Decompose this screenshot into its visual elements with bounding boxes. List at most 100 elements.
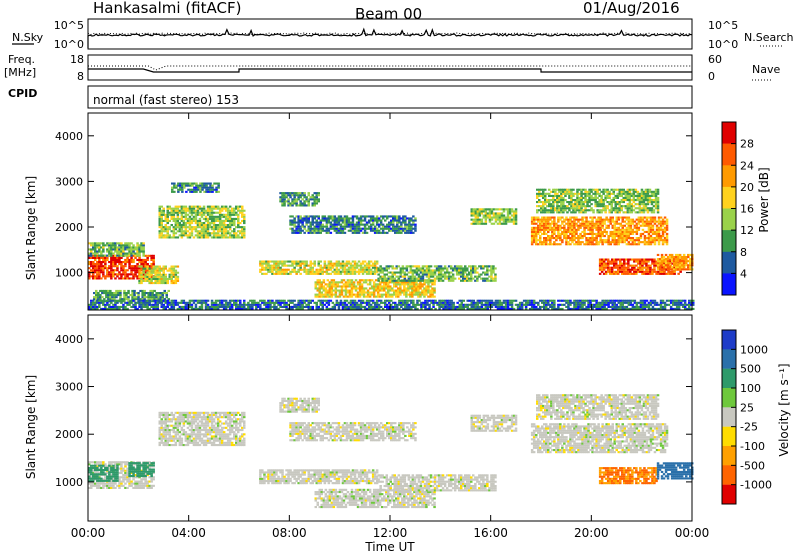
heatmap-cell: [625, 226, 629, 229]
heatmap-cell: [128, 301, 131, 304]
heatmap-cell: [623, 224, 626, 227]
heatmap-cell: [130, 277, 133, 280]
heatmap-cell: [110, 305, 113, 308]
heatmap-cell: [653, 243, 657, 246]
heatmap-cell: [431, 271, 435, 274]
heatmap-cell: [374, 283, 378, 286]
heatmap-cell: [210, 232, 214, 235]
heatmap-cell: [209, 182, 212, 185]
heatmap-cell: [311, 272, 314, 275]
heatmap-cell: [113, 296, 116, 299]
heatmap-cell: [643, 216, 647, 219]
heatmap-cell: [383, 275, 386, 278]
heatmap-cell: [413, 283, 416, 286]
heatmap-cell: [545, 232, 548, 235]
heatmap-cell: [316, 281, 319, 284]
heatmap-cell: [407, 271, 411, 274]
heatmap-cell: [163, 292, 166, 295]
heatmap-cell: [490, 271, 493, 274]
heatmap-cell: [226, 236, 230, 239]
heatmap-cell: [391, 273, 394, 276]
heatmap-cell: [661, 224, 665, 227]
heatmap-cell: [508, 216, 512, 219]
heatmap-cell: [361, 262, 365, 265]
heatmap-cell: [350, 285, 354, 288]
heatmap-cell: [301, 260, 304, 263]
heatmap-cell: [132, 267, 135, 270]
heatmap-cell: [309, 225, 312, 228]
heatmap-cell: [644, 194, 648, 197]
heatmap-cell: [379, 219, 383, 222]
heatmap-cell: [213, 188, 216, 191]
heatmap-cell: [241, 213, 244, 216]
heatmap-cell: [218, 228, 222, 231]
heatmap-cell: [411, 277, 415, 280]
heatmap-cell: [353, 215, 357, 218]
heatmap-cell: [490, 208, 494, 211]
cpid-label: CPID: [8, 87, 37, 100]
heatmap-cell: [368, 283, 372, 286]
heatmap-cell: [557, 224, 560, 227]
heatmap-cell: [616, 201, 619, 204]
heatmap-cell: [340, 285, 344, 288]
heatmap-cell: [104, 244, 107, 247]
heatmap-cell: [358, 279, 362, 282]
heatmap-cell: [102, 261, 105, 264]
heatmap-cell: [549, 241, 552, 244]
heatmap-cell: [174, 211, 178, 214]
heatmap-cell: [172, 232, 176, 235]
heatmap-cell: [373, 264, 377, 267]
heatmap-cell: [165, 294, 168, 297]
heatmap-cell: [623, 262, 626, 265]
heatmap-cell: [311, 202, 314, 205]
heatmap-cell: [170, 273, 173, 276]
heatmap-cell: [166, 207, 169, 210]
heatmap-cell: [149, 296, 152, 299]
heatmap-cell: [611, 258, 614, 261]
heatmap-cell: [176, 207, 180, 210]
heatmap-cell: [365, 262, 369, 265]
heatmap-cell: [149, 294, 152, 297]
heatmap-cell: [621, 264, 624, 267]
heatmap-cell: [186, 217, 190, 220]
heatmap-cell: [404, 225, 407, 228]
heatmap-cell: [196, 232, 200, 235]
heatmap-cell: [318, 283, 321, 286]
heatmap-cell: [109, 289, 112, 292]
heatmap-cell: [341, 264, 345, 267]
heatmap-cell: [656, 205, 660, 208]
heatmap-cell: [413, 271, 417, 274]
heatmap-cell: [170, 271, 173, 274]
heatmap-cell: [617, 239, 620, 242]
heatmap-cell: [148, 275, 151, 278]
heatmap-cell: [344, 295, 348, 298]
heatmap-cell: [419, 275, 423, 278]
heatmap-cell: [545, 237, 548, 240]
heatmap-cell: [584, 194, 587, 197]
heatmap-cell: [476, 220, 480, 223]
heatmap-cell: [576, 192, 579, 195]
heatmap-cell: [613, 241, 616, 244]
heatmap-cell: [162, 226, 165, 229]
heatmap-cell: [543, 216, 546, 219]
heatmap-cell: [657, 218, 661, 221]
heatmap-cell: [638, 209, 642, 212]
heatmap-cell: [397, 281, 400, 284]
heatmap-cell: [638, 194, 642, 197]
heatmap-cell: [588, 192, 591, 195]
heatmap-cell: [537, 228, 540, 231]
heatmap-cell: [567, 230, 570, 233]
heatmap-cell: [327, 262, 331, 265]
heatmap-cell: [279, 200, 282, 203]
heatmap-cell: [353, 231, 357, 234]
heatmap-cell: [390, 219, 393, 222]
heatmap-cell: [685, 256, 688, 259]
heatmap-cell: [349, 227, 353, 230]
heatmap-cell: [352, 287, 356, 290]
heatmap-cell: [623, 270, 626, 273]
heatmap-cell: [358, 281, 362, 284]
heatmap-cell: [643, 220, 647, 223]
heatmap-cell: [387, 271, 390, 274]
heatmap-cell: [577, 237, 580, 240]
heatmap-cell: [532, 216, 536, 219]
